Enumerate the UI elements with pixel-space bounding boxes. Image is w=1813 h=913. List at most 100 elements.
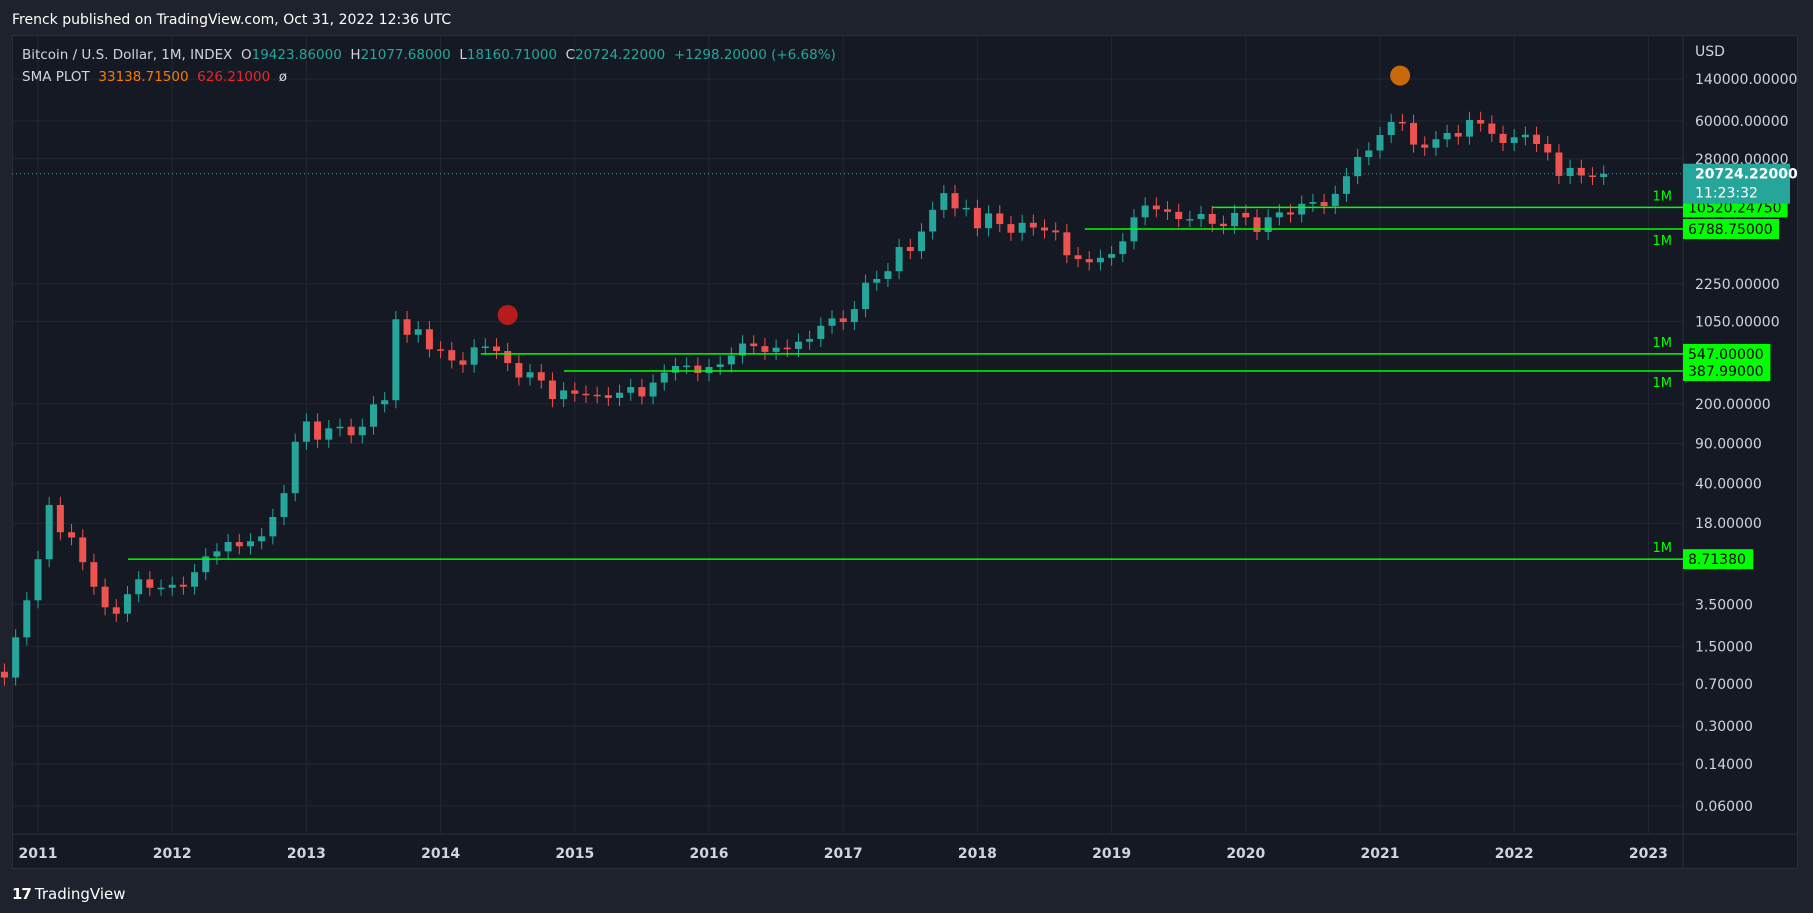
candle-body xyxy=(1175,211,1183,220)
candle-body xyxy=(1443,133,1451,140)
candle-body xyxy=(112,607,120,614)
candle-body xyxy=(1577,167,1585,176)
candle-body xyxy=(123,594,131,614)
level-badge xyxy=(1683,360,1771,381)
candle-body xyxy=(839,318,847,323)
candle-body xyxy=(56,504,64,533)
y-axis-unit: USD xyxy=(1695,44,1725,60)
x-tick-label: 2014 xyxy=(421,846,460,862)
footer-logo[interactable]: 17 TradingView xyxy=(12,883,126,905)
candle-body xyxy=(1298,203,1306,215)
candle-body xyxy=(1164,209,1172,212)
level-badge xyxy=(1683,549,1754,570)
candle-body xyxy=(783,347,791,350)
candle-body xyxy=(68,532,76,538)
publisher-line: Frenck published on TradingView.com, Oct… xyxy=(12,12,452,28)
sma-value-3: ø xyxy=(278,69,288,85)
y-tick-label: 1050.00000 xyxy=(1695,315,1780,331)
candle-body xyxy=(325,428,333,440)
candle-body xyxy=(705,367,713,374)
current-price-label: 20724.22000 xyxy=(1695,167,1798,183)
candle-body xyxy=(0,671,8,678)
candle-body xyxy=(1186,219,1194,221)
candle-body xyxy=(1454,133,1462,137)
candle-body xyxy=(1521,134,1529,138)
y-tick-label: 18.00000 xyxy=(1695,516,1762,532)
candle-body xyxy=(1510,137,1518,143)
candle-body xyxy=(12,637,20,678)
high-value: 21077.68000 xyxy=(360,47,451,63)
candle-body xyxy=(1432,139,1440,148)
x-tick-label: 2016 xyxy=(690,846,729,862)
candle-body xyxy=(1387,122,1395,136)
open-key: O xyxy=(240,47,252,63)
symbol-label[interactable]: Bitcoin / U.S. Dollar, 1M, INDEX xyxy=(22,47,233,63)
candle-body xyxy=(1600,173,1608,177)
candle-body xyxy=(1410,122,1418,145)
candle-body xyxy=(1465,119,1473,137)
candle-body xyxy=(951,193,959,209)
x-tick-label: 2013 xyxy=(287,846,326,862)
x-tick-label: 2011 xyxy=(19,846,58,862)
candle-body xyxy=(1096,257,1104,263)
level-badge xyxy=(1683,219,1779,240)
candle-body xyxy=(1499,133,1507,143)
candle-body xyxy=(973,207,981,229)
candle-body xyxy=(1555,152,1563,176)
y-tick-label: 0.14000 xyxy=(1695,757,1753,773)
candle-body xyxy=(280,493,288,517)
level-badge-label: 387.99000 xyxy=(1688,364,1764,380)
sma-label[interactable]: SMA PLOT xyxy=(22,69,90,85)
candle-body xyxy=(895,247,903,272)
candle-body xyxy=(101,586,109,608)
candle-body xyxy=(314,421,322,440)
change-value: +1298.20000 (+6.68%) xyxy=(673,47,836,63)
candle-body xyxy=(593,394,601,397)
candle-body xyxy=(224,542,232,552)
candle-body xyxy=(582,393,590,396)
candle-body xyxy=(1219,223,1227,227)
candle-body xyxy=(985,213,993,229)
candle-body xyxy=(146,579,154,588)
candle-body xyxy=(694,365,702,374)
candle-body xyxy=(884,271,892,279)
candle-body xyxy=(459,360,467,365)
candle-body xyxy=(1231,212,1239,227)
candle-body xyxy=(917,231,925,251)
candle-body xyxy=(772,347,780,352)
candle-body xyxy=(235,542,243,547)
candle-body xyxy=(806,338,814,342)
candle-body xyxy=(258,536,266,542)
tradingview-logo-text: TradingView xyxy=(34,885,126,903)
candle-body xyxy=(515,363,523,378)
x-tick-label: 2023 xyxy=(1629,846,1668,862)
candle-body xyxy=(548,380,556,400)
candle-body xyxy=(1253,217,1261,232)
candle-body xyxy=(135,579,143,595)
candle-body xyxy=(493,346,501,352)
candle-body xyxy=(1197,213,1205,220)
candle-body xyxy=(246,541,254,547)
candle-body xyxy=(828,318,836,326)
candle-body xyxy=(1018,222,1026,233)
candle-body xyxy=(873,278,881,283)
y-tick-label: 2250.00000 xyxy=(1695,277,1780,293)
candle-body xyxy=(481,346,489,349)
y-tick-label: 3.50000 xyxy=(1695,597,1753,613)
x-tick-label: 2018 xyxy=(958,846,997,862)
candle-body xyxy=(1108,254,1116,258)
x-tick-label: 2017 xyxy=(824,846,863,862)
candle-body xyxy=(202,556,210,573)
candle-body xyxy=(392,319,400,401)
candle-body xyxy=(448,350,456,361)
candle-body xyxy=(906,247,914,251)
candle-body xyxy=(358,426,366,436)
y-tick-label: 0.06000 xyxy=(1695,799,1753,815)
close-value: 20724.22000 xyxy=(575,47,666,63)
candle-body xyxy=(616,392,624,398)
signal-marker xyxy=(1390,65,1411,86)
candle-body xyxy=(1052,230,1060,233)
x-tick-label: 2021 xyxy=(1361,846,1400,862)
candle-body xyxy=(560,390,568,400)
